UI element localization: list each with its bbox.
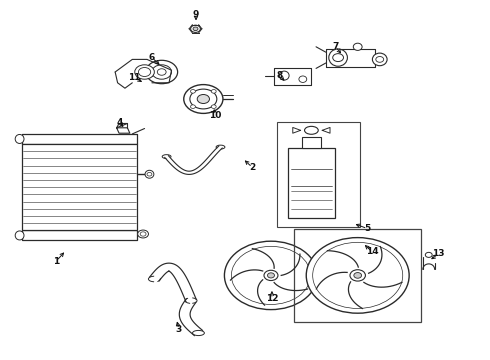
Ellipse shape — [191, 25, 200, 32]
Ellipse shape — [191, 105, 196, 108]
Text: 3: 3 — [176, 325, 182, 334]
Text: 11: 11 — [128, 73, 141, 82]
Ellipse shape — [146, 60, 177, 84]
Ellipse shape — [231, 246, 311, 305]
Ellipse shape — [140, 232, 146, 236]
Ellipse shape — [152, 65, 172, 79]
Bar — [288, 148, 335, 218]
Ellipse shape — [264, 270, 278, 280]
Ellipse shape — [145, 170, 154, 178]
Ellipse shape — [138, 68, 151, 77]
Text: 10: 10 — [209, 111, 222, 120]
Ellipse shape — [304, 126, 319, 134]
Ellipse shape — [135, 65, 154, 79]
Ellipse shape — [268, 273, 274, 278]
Ellipse shape — [15, 134, 24, 143]
Ellipse shape — [184, 85, 223, 113]
Ellipse shape — [353, 43, 362, 50]
Ellipse shape — [224, 241, 318, 310]
Bar — [22, 144, 137, 230]
Ellipse shape — [157, 69, 166, 75]
Text: 1: 1 — [53, 256, 59, 265]
Text: 2: 2 — [249, 163, 255, 172]
Ellipse shape — [190, 89, 217, 109]
Ellipse shape — [372, 53, 387, 66]
Ellipse shape — [306, 238, 409, 313]
Text: 5: 5 — [365, 224, 370, 233]
Ellipse shape — [138, 230, 148, 238]
Text: 7: 7 — [332, 42, 339, 51]
Ellipse shape — [15, 231, 24, 240]
Ellipse shape — [211, 90, 216, 93]
Ellipse shape — [279, 71, 289, 80]
Ellipse shape — [299, 76, 307, 82]
Text: 14: 14 — [366, 248, 379, 256]
Ellipse shape — [329, 49, 347, 66]
Text: 4: 4 — [117, 118, 123, 127]
Ellipse shape — [193, 27, 198, 31]
Text: 6: 6 — [149, 53, 155, 62]
Text: 9: 9 — [193, 10, 199, 19]
Ellipse shape — [197, 94, 210, 104]
Text: 13: 13 — [432, 249, 445, 258]
Text: 12: 12 — [266, 294, 278, 303]
Ellipse shape — [350, 270, 366, 281]
Ellipse shape — [211, 105, 216, 108]
Text: 8: 8 — [276, 71, 282, 80]
Bar — [302, 137, 320, 148]
Ellipse shape — [354, 273, 362, 278]
Ellipse shape — [191, 90, 196, 93]
Bar — [277, 122, 360, 227]
Bar — [294, 229, 421, 322]
Ellipse shape — [313, 242, 403, 309]
Ellipse shape — [147, 172, 152, 176]
Ellipse shape — [425, 252, 432, 257]
